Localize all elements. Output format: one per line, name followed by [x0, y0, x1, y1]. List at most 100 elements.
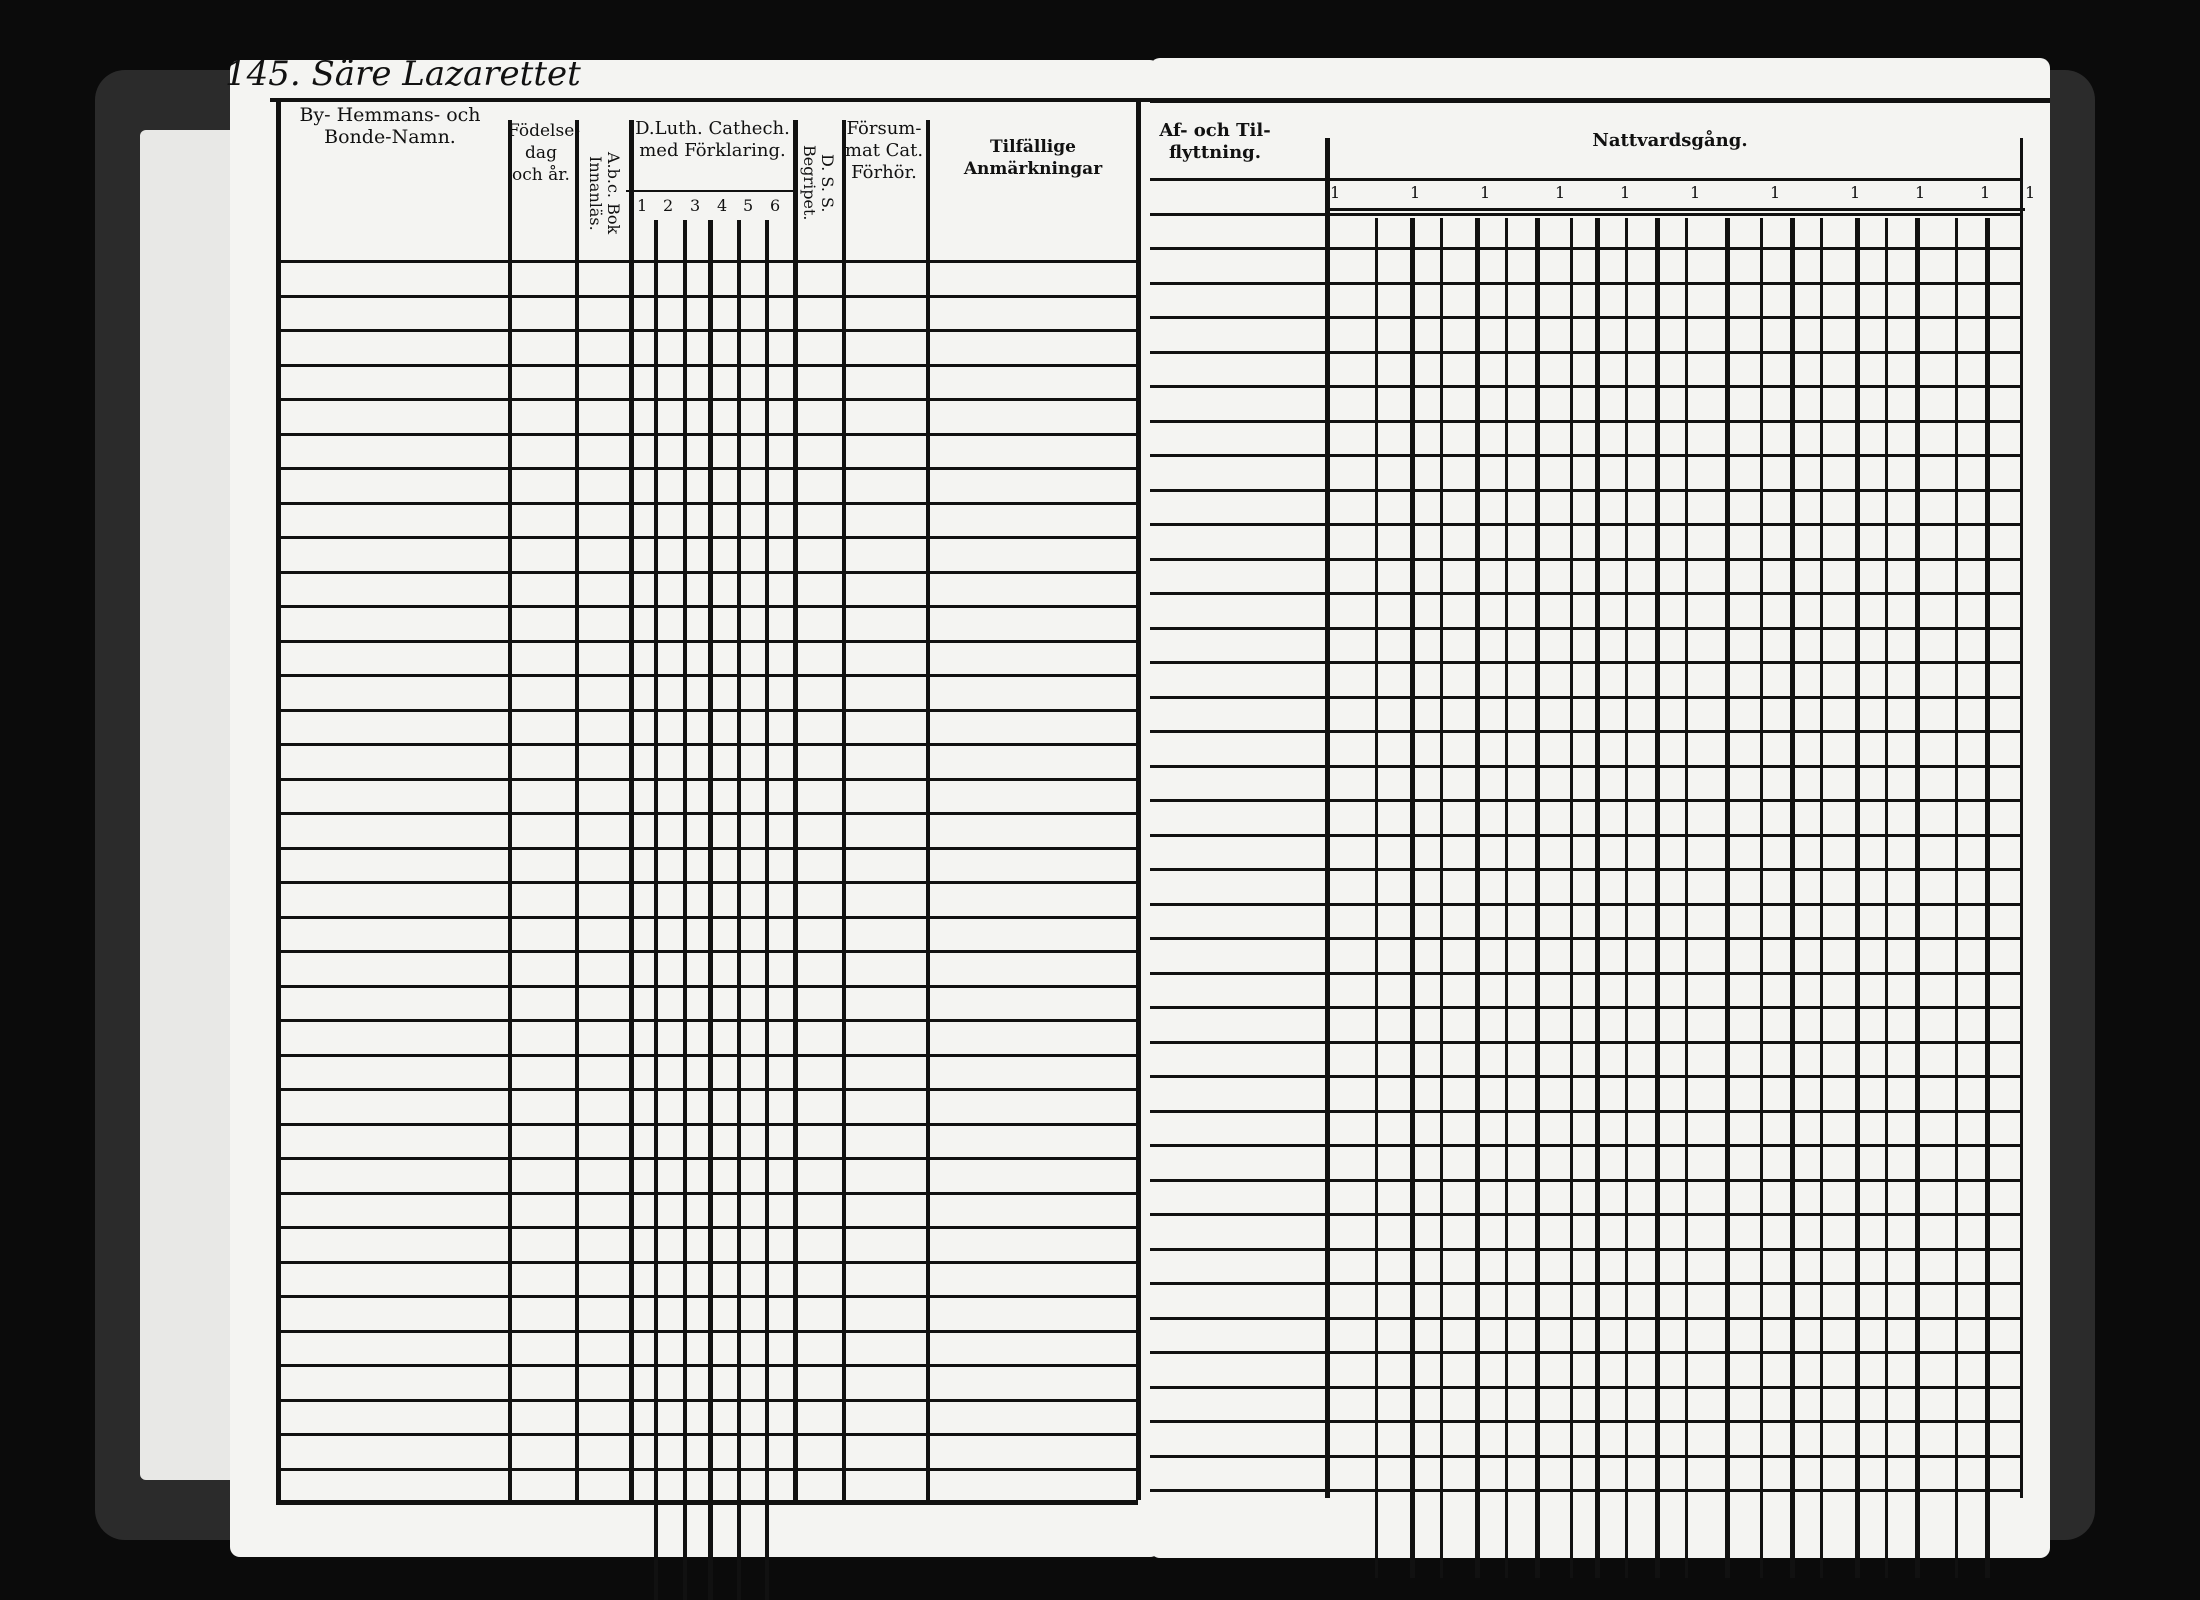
row-rule	[1150, 523, 2020, 526]
row-rule	[1150, 1040, 2020, 1044]
row-rule	[276, 846, 1138, 850]
column-rule	[1475, 218, 1480, 1578]
column-rule	[1820, 218, 1823, 1578]
row-rule	[276, 501, 1138, 505]
row-rule	[276, 1157, 1138, 1160]
row-rule	[276, 1019, 1138, 1022]
column-rule	[1505, 218, 1508, 1578]
column-rule	[2020, 138, 2023, 1498]
row-rule	[276, 570, 1138, 574]
row-rule	[1150, 454, 2020, 457]
column-rule	[1325, 138, 1330, 1498]
row-rule	[276, 1191, 1138, 1195]
row-rule	[1150, 488, 2020, 492]
handwritten-heading: 145. Säre Lazarettet	[225, 54, 581, 94]
column-rule	[737, 220, 741, 1600]
column-rule	[1625, 218, 1628, 1578]
group-mark: 1	[1850, 183, 1861, 202]
row-rule	[276, 1433, 1138, 1436]
column-rule	[1685, 218, 1688, 1578]
column-rule	[1375, 218, 1378, 1578]
row-rule	[1150, 212, 2020, 216]
catechism-part-3: 3	[690, 196, 701, 215]
row-rule	[276, 1295, 1138, 1298]
inserted-slip	[140, 130, 240, 1480]
column-rule	[708, 220, 713, 1600]
row-rule	[276, 260, 1138, 263]
row-rule	[1150, 316, 2020, 319]
group-mark: 1	[1410, 183, 1421, 202]
catechism-part-4: 4	[717, 196, 728, 215]
row-rule	[276, 812, 1138, 815]
bottom-rule	[276, 1500, 1138, 1504]
row-rule	[1150, 1213, 2020, 1216]
catechism-part-2: 2	[663, 196, 674, 215]
row-rule	[1150, 1385, 2020, 1389]
row-rule	[1150, 971, 2020, 975]
column-header-dss-begripet: D. S. S. Begripet.	[800, 145, 837, 221]
column-rule	[1595, 218, 1600, 1578]
column-rule	[1955, 218, 1958, 1578]
row-rule	[1150, 385, 2020, 388]
column-header-abc-book: A.b.c. Bok Innanläs.	[586, 151, 623, 235]
group-mark: 1	[1620, 183, 1631, 202]
row-rule	[276, 743, 1138, 746]
catechism-part-6: 6	[770, 196, 781, 215]
top-rule	[270, 98, 1160, 102]
row-rule	[276, 1226, 1138, 1229]
column-rule	[654, 220, 658, 1600]
column-rule	[575, 120, 579, 1500]
top-rule	[1150, 98, 2050, 103]
row-rule	[276, 432, 1138, 436]
column-rule	[683, 220, 687, 1600]
group-mark: 1	[2025, 183, 2036, 202]
row-rule	[1150, 937, 2020, 940]
column-rule	[1725, 218, 1730, 1578]
row-rule	[276, 674, 1138, 677]
column-rule	[926, 120, 930, 1500]
column-rule	[1535, 218, 1540, 1578]
group-mark: 1	[1690, 183, 1701, 202]
row-rule	[1150, 1489, 2020, 1492]
column-rule	[1790, 218, 1795, 1578]
row-rule	[1150, 868, 2020, 871]
row-rule	[276, 984, 1138, 988]
column-rule	[1855, 218, 1860, 1578]
column-rule	[629, 120, 634, 1500]
row-rule	[1150, 764, 2020, 768]
group-mark: 1	[1555, 183, 1566, 202]
catechism-part-1: 1	[637, 196, 648, 215]
column-header-catechism: D.Luth. Cathech. med Förklaring.	[635, 118, 790, 161]
row-rule	[276, 1122, 1138, 1126]
row-rule	[276, 777, 1138, 781]
row-rule	[1150, 419, 2020, 423]
row-rule	[1150, 1144, 2020, 1147]
row-rule	[1150, 1316, 2020, 1320]
row-rule	[1150, 1006, 2020, 1009]
row-rule	[276, 881, 1138, 884]
row-rule	[276, 294, 1138, 298]
row-rule	[276, 708, 1138, 712]
row-rule	[276, 1398, 1138, 1402]
row-rule	[276, 1467, 1138, 1471]
column-header-farm-name: By- Hemmans- och Bonde-Namn.	[299, 104, 481, 148]
column-rule	[1655, 218, 1660, 1578]
row-rule	[276, 1260, 1138, 1264]
group-mark: 1	[1980, 183, 1991, 202]
group-mark: 1	[1770, 183, 1781, 202]
group-mark: 1	[1330, 183, 1341, 202]
column-rule	[508, 120, 512, 1500]
row-rule	[276, 639, 1138, 643]
column-rule	[1440, 218, 1443, 1578]
left-page: 145. Säre Lazarettet By- Hemmans- och Bo…	[225, 54, 1160, 1600]
header-subrule	[1325, 208, 2025, 211]
row-rule	[276, 605, 1138, 608]
row-rule	[1150, 1282, 2020, 1285]
row-rule	[1150, 178, 2020, 181]
column-rule	[1410, 218, 1415, 1578]
catechism-part-5: 5	[743, 196, 754, 215]
group-mark: 1	[1915, 183, 1926, 202]
row-rule	[276, 398, 1138, 401]
row-rule	[1150, 1420, 2020, 1423]
row-rule	[276, 915, 1138, 919]
